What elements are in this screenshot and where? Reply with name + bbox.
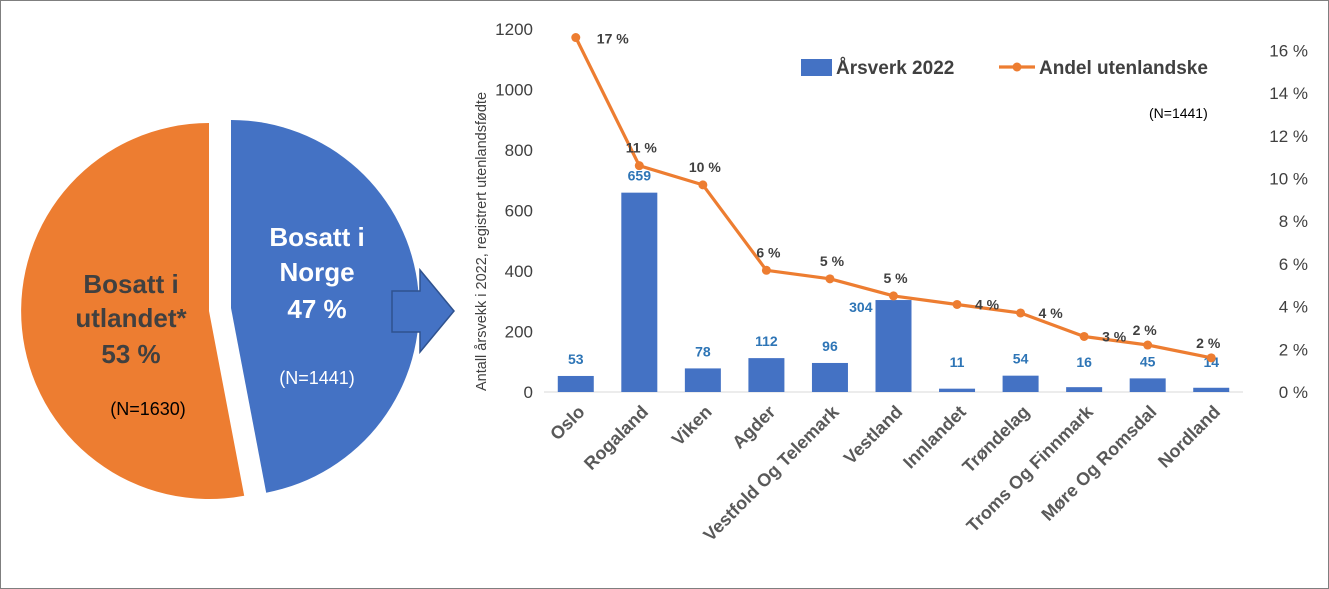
pie-label-utlandet-line2: utlandet* xyxy=(75,303,187,333)
line-marker xyxy=(571,33,581,43)
bar-value-label: 45 xyxy=(1140,353,1156,369)
legend-label-bars: Årsverk 2022 xyxy=(836,58,954,79)
pie-label-norge-n: (N=1441) xyxy=(279,368,355,388)
bar-series xyxy=(557,192,1230,392)
y-tick-label: 400 xyxy=(505,262,533,281)
line-value-label: 2 % xyxy=(1196,335,1221,351)
y2-tick-label: 12 % xyxy=(1269,127,1308,146)
pie-label-norge-line1: Bosatt i xyxy=(269,222,364,252)
line-value-label: 5 % xyxy=(883,270,908,286)
y2-tick-label: 4 % xyxy=(1279,298,1308,317)
line-data-labels: 17 % 11 % 10 % 6 % 5 % 5 % 4 % 4 % 3 % 2 % 2 % xyxy=(597,31,1221,351)
bar-value-label: 16 xyxy=(1076,354,1092,370)
bar-value-label: 11 xyxy=(950,354,965,370)
line-marker xyxy=(825,274,835,284)
bar xyxy=(684,368,721,392)
pie-label-utlandet-percent: 53 % xyxy=(101,339,160,369)
x-tick-label: Møre Og Romsdal xyxy=(1037,402,1160,525)
line-marker xyxy=(952,299,962,309)
line-points xyxy=(571,33,1216,363)
x-tick-label: Viken xyxy=(668,402,716,450)
line-value-label: 4 % xyxy=(1039,305,1064,321)
y-tick-label: 0 xyxy=(524,383,533,402)
x-tick-label: Oslo xyxy=(546,402,588,444)
bar-value-label: 78 xyxy=(695,343,711,359)
bar-value-label: 112 xyxy=(755,333,778,349)
y2-tick-label: 10 % xyxy=(1269,169,1308,188)
bar-data-labels: 5365978112963041154164514 xyxy=(568,168,1219,370)
line-marker xyxy=(1016,308,1026,318)
bar xyxy=(939,388,976,392)
line-marker xyxy=(761,265,771,275)
y2-tick-label: 2 % xyxy=(1279,340,1308,359)
y2-tick-label: 8 % xyxy=(1279,212,1308,231)
line-marker xyxy=(698,180,708,190)
line-marker xyxy=(1143,340,1153,350)
line-marker xyxy=(634,161,644,171)
line-value-label: 5 % xyxy=(820,253,845,269)
bar xyxy=(621,192,658,392)
line-value-label: 2 % xyxy=(1133,322,1158,338)
x-tick-label: Vestland xyxy=(840,402,906,468)
y-axis-right: 0 % 2 % 4 % 6 % 8 % 10 % 12 % 14 % 16 % xyxy=(1269,41,1308,402)
x-tick-label: Agder xyxy=(728,402,779,453)
bar xyxy=(811,362,848,392)
y-tick-label: 1000 xyxy=(495,81,533,100)
bar xyxy=(557,375,594,392)
bar-value-label: 304 xyxy=(849,299,873,315)
arrow-right-icon xyxy=(391,267,455,355)
bar-value-label: 54 xyxy=(1013,351,1029,367)
y2-tick-label: 6 % xyxy=(1279,255,1308,274)
bar xyxy=(1193,387,1230,392)
line-value-label: 17 % xyxy=(597,31,629,47)
line-value-label: 4 % xyxy=(975,296,1000,312)
bar-value-label: 659 xyxy=(628,168,652,184)
legend-swatch-marker xyxy=(1012,62,1022,72)
line-value-label: 11 % xyxy=(626,140,658,156)
legend-swatch-bars xyxy=(801,59,832,76)
line-marker xyxy=(889,291,898,301)
pie-label-norge-line2: Norge xyxy=(279,257,354,287)
y2-tick-label: 16 % xyxy=(1269,41,1308,60)
pie-label-utlandet-n: (N=1630) xyxy=(110,399,186,419)
y-tick-label: 800 xyxy=(505,141,533,160)
y-tick-label: 600 xyxy=(505,202,533,221)
pie-label-norge-percent: 47 % xyxy=(287,294,346,324)
bar xyxy=(875,300,912,392)
bar xyxy=(1002,375,1039,392)
y-axis-title: Antall årsvekk i 2022, registrert utenla… xyxy=(474,92,490,391)
pie-chart: Bosatt i Norge 47 % (N=1441) Bosatt i ut… xyxy=(21,119,420,499)
x-tick-label: Nordland xyxy=(1154,402,1224,472)
pie-slice-norge xyxy=(231,119,420,493)
x-tick-label: Troms Og Finnmark xyxy=(963,401,1098,536)
pie-slice-utlandet xyxy=(21,123,245,499)
bar xyxy=(748,358,785,392)
legend: Årsverk 2022 Andel utenlandske xyxy=(801,58,1208,79)
pie-label-utlandet-line1: Bosatt i xyxy=(83,269,178,299)
line-marker xyxy=(1079,331,1089,341)
bar xyxy=(1066,387,1103,392)
line-value-label: 3 % xyxy=(1102,328,1127,344)
x-tick-label: Rogaland xyxy=(580,402,652,474)
y2-tick-label: 14 % xyxy=(1269,84,1308,103)
combo-chart: 0 200 400 600 800 1000 1200 0 % 2 % 4 % 6 % 8 % 10 … xyxy=(474,20,1308,545)
line-marker xyxy=(1206,353,1216,363)
line-value-label: 6 % xyxy=(756,244,781,260)
y-tick-label: 1200 xyxy=(495,20,533,39)
legend-label-line: Andel utenlandske xyxy=(1039,58,1208,79)
bar-value-label: 53 xyxy=(568,351,584,367)
sample-size-note: (N=1441) xyxy=(1149,105,1208,121)
y-tick-label: 200 xyxy=(505,323,533,342)
line-value-label: 10 % xyxy=(689,159,721,175)
bar-value-label: 96 xyxy=(822,338,838,354)
y2-tick-label: 0 % xyxy=(1279,383,1308,402)
bar xyxy=(1129,378,1166,392)
y-axis-left: 0 200 400 600 800 1000 1200 xyxy=(495,20,533,402)
